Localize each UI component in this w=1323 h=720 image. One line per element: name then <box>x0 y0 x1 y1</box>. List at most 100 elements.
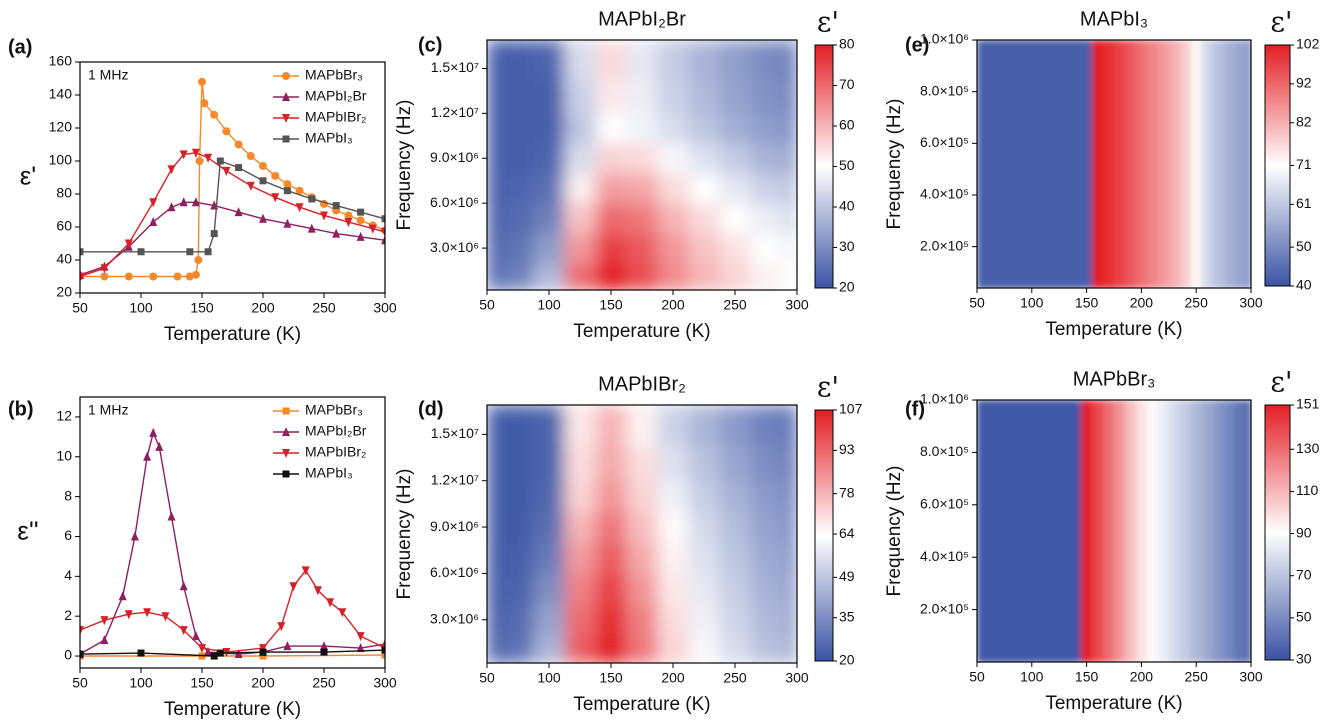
heatmap-cell <box>657 542 690 574</box>
x-tick-label: 150 <box>599 297 623 313</box>
legend-marker <box>282 135 290 143</box>
plot-frame <box>976 39 1252 289</box>
heatmap-cell <box>595 480 628 513</box>
heatmap-cell <box>1157 40 1170 170</box>
heatmap-cells <box>977 400 1251 662</box>
x-tick-label: 200 <box>251 300 275 316</box>
y-tick-label: 1.5×10⁷ <box>431 59 479 75</box>
data-point <box>191 197 200 207</box>
panel-label: (e) <box>905 34 929 56</box>
heatmap-cell <box>595 40 628 81</box>
data-point <box>381 227 385 237</box>
heatmap-cell <box>688 173 721 204</box>
heatmap-cell <box>781 542 797 574</box>
heatmap-cell <box>719 405 752 447</box>
data-point <box>167 165 176 175</box>
legend-marker <box>282 72 290 80</box>
x-tick-label: 150 <box>1075 295 1099 311</box>
heatmap-cell <box>533 511 566 544</box>
heatmap-cell <box>657 405 690 447</box>
y-tick-label: 140 <box>49 86 73 102</box>
heatmap-cell <box>1212 169 1225 288</box>
heatmap-cell <box>533 635 566 663</box>
heatmap-cell <box>750 573 783 605</box>
heatmap-cell <box>564 79 597 114</box>
heatmap-cell <box>977 400 984 532</box>
heatmap-cell <box>781 233 797 264</box>
heatmap-cell <box>595 573 628 605</box>
heatmap-cell <box>564 263 597 290</box>
heatmap-cell <box>977 40 984 170</box>
x-axis-label: Temperature (K) <box>573 694 710 715</box>
heatmap-cell <box>657 79 690 114</box>
legend-marker <box>282 470 290 478</box>
heatmap-cell <box>982 169 995 288</box>
heatmap-cell <box>1234 169 1247 288</box>
heatmap-cell <box>626 173 659 204</box>
heatmap-cell <box>1245 169 1251 288</box>
heatmap-cell <box>487 604 504 636</box>
y-tick-label: 1.0×10⁶ <box>920 391 969 407</box>
data-point <box>210 230 218 238</box>
heatmap-cell <box>1190 400 1203 532</box>
y-tick-label: 6.0×10⁵ <box>920 134 969 150</box>
data-point <box>204 647 213 657</box>
heatmap-cell <box>1168 400 1181 532</box>
data-point <box>295 186 304 195</box>
heatmap-cell <box>993 400 1005 532</box>
heatmap-cell <box>564 173 597 204</box>
heatmap-cell <box>688 480 721 513</box>
plot-area <box>80 77 385 282</box>
colorbar-tick-label: 61 <box>1296 195 1312 211</box>
heatmap-cell <box>487 143 504 174</box>
heatmap-cell <box>1081 400 1093 532</box>
data-point <box>356 216 365 225</box>
heatmap-cell <box>595 113 628 144</box>
data-point <box>338 608 347 618</box>
heatmap-cell <box>1146 531 1159 662</box>
heatmap-cell <box>502 573 535 605</box>
heatmap-cell <box>1157 400 1170 532</box>
colorbar-tick-label: 30 <box>839 238 855 254</box>
heatmap-cell <box>982 531 995 662</box>
heatmap-cell <box>1070 531 1082 662</box>
data-point <box>204 248 212 256</box>
heatmap-cell <box>750 203 783 234</box>
legend-marker <box>282 449 290 458</box>
heatmap-cell <box>719 233 752 264</box>
colorbar-tick-label: 50 <box>1296 238 1312 254</box>
heatmap-cell <box>1124 169 1137 288</box>
heatmap-cell <box>1146 40 1159 170</box>
data-point <box>191 631 200 641</box>
x-tick-label: 250 <box>1185 669 1209 685</box>
colorbar-tick-label: 130 <box>1296 440 1320 456</box>
heatmap-cell <box>688 113 721 144</box>
x-tick-label: 100 <box>537 297 561 313</box>
chart-title: MAPbBr₃ <box>1073 368 1156 390</box>
heatmap-cell <box>1037 169 1049 288</box>
heatmap-cell <box>564 635 597 663</box>
heatmap-cell <box>626 40 659 81</box>
x-tick-label: 300 <box>785 670 809 686</box>
heatmap-cell <box>657 445 690 482</box>
y-tick-label: 9.0×10⁶ <box>430 518 479 534</box>
heatmap-cell <box>657 511 690 544</box>
annotation: 1 MHz <box>88 67 128 83</box>
heatmap-cell <box>1114 169 1126 288</box>
heatmap-cell <box>781 263 797 290</box>
legend-label: MAPbI₂Br <box>305 423 367 439</box>
data-point <box>155 441 164 451</box>
heatmap-cell <box>564 480 597 513</box>
heatmap-cell <box>657 263 690 290</box>
heatmap-cell <box>1245 531 1251 662</box>
data-point <box>283 187 291 195</box>
heatmap-cell <box>1190 40 1203 170</box>
colorbar-tick-label: 70 <box>1296 566 1312 582</box>
y-tick-label: 6.0×10⁵ <box>920 496 969 512</box>
heatmap-cell <box>982 40 995 170</box>
data-point <box>381 651 385 659</box>
heatmap-cell <box>564 604 597 636</box>
heatmap-cell <box>719 604 752 636</box>
y-tick-label: 2 <box>64 607 72 623</box>
